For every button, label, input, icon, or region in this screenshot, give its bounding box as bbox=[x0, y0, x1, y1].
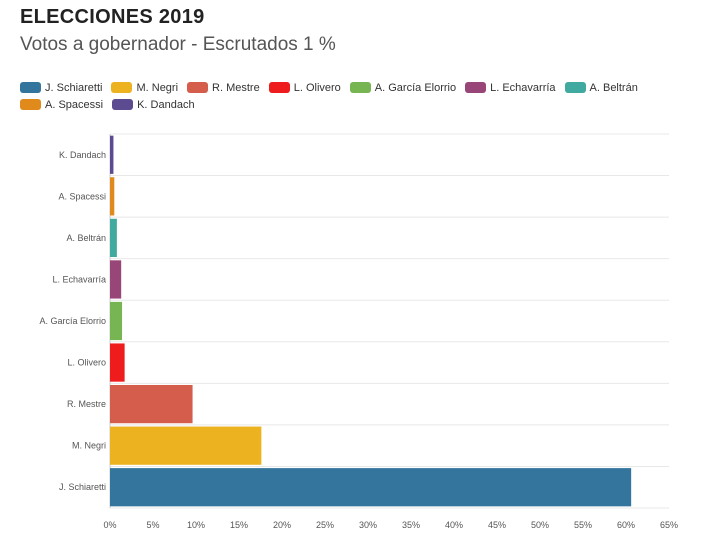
bars bbox=[110, 135, 632, 507]
legend-swatch bbox=[349, 82, 371, 93]
category-label-a-garcia-elorrio: A. García Elorrio bbox=[39, 316, 106, 326]
category-label-m-negri: M. Negri bbox=[72, 441, 106, 451]
x-tick-label: 25% bbox=[316, 520, 334, 530]
category-label-l-echavarria: L. Echavarría bbox=[52, 274, 106, 284]
x-tick-label: 35% bbox=[402, 520, 420, 530]
legend-swatch bbox=[187, 82, 209, 93]
legend-item-j-schiaretti: J. Schiaretti bbox=[20, 80, 102, 95]
x-tick-label: 15% bbox=[230, 520, 248, 530]
x-tick-label: 65% bbox=[660, 520, 678, 530]
bar-a-beltran bbox=[110, 218, 117, 258]
x-tick-label: 40% bbox=[445, 520, 463, 530]
legend-label: A. Beltrán bbox=[589, 81, 638, 94]
bar-l-echavarria bbox=[110, 260, 122, 299]
bar-l-olivero bbox=[110, 343, 125, 382]
legend-label: A. Spacessi bbox=[45, 98, 104, 111]
bar-m-negri bbox=[110, 426, 262, 465]
x-tick-label: 60% bbox=[617, 520, 635, 530]
legend-swatch bbox=[20, 99, 41, 110]
legend-swatch bbox=[564, 82, 586, 93]
x-axis-tick-labels: 0% 5% 10% 15% 20% 25% 30% 35% 40% 45% 50% 55% 60% 65% bbox=[103, 520, 678, 530]
category-label-a-spacessi: A. Spacessi bbox=[58, 191, 106, 201]
category-label-k-dandach: K. Dandach bbox=[59, 150, 106, 160]
legend: J. Schiaretti M. Negri R. Mestre L. Olivero… bbox=[20, 80, 660, 112]
legend-swatch bbox=[20, 82, 41, 93]
legend-label: R. Mestre bbox=[212, 81, 260, 94]
category-label-l-olivero: L. Olivero bbox=[67, 358, 106, 368]
x-tick-label: 10% bbox=[187, 520, 205, 530]
x-tick-label: 45% bbox=[488, 520, 506, 530]
legend-label: M. Negri bbox=[136, 81, 179, 94]
legend-item-r-mestre: R. Mestre bbox=[187, 80, 260, 95]
legend-swatch bbox=[112, 99, 134, 110]
legend-label: L. Olivero bbox=[293, 81, 341, 94]
legend-item-l-olivero: L. Olivero bbox=[268, 80, 341, 95]
bar-k-dandach bbox=[110, 135, 114, 174]
category-label-a-beltran: A. Beltrán bbox=[66, 233, 106, 243]
legend-item-a-beltran: A. Beltrán bbox=[564, 80, 638, 95]
chart-subtitle: Votos a gobernador - Escrutados 1 % bbox=[20, 34, 336, 55]
category-labels: J. Schiaretti M. Negri R. Mestre L. Olivero… bbox=[39, 150, 106, 492]
legend-item-k-dandach: K. Dandach bbox=[112, 97, 195, 112]
chart-title: ELECCIONES 2019 bbox=[20, 6, 205, 28]
x-tick-label: 0% bbox=[103, 520, 116, 530]
category-label-r-mestre: R. Mestre bbox=[67, 399, 106, 409]
legend-swatch bbox=[465, 82, 487, 93]
category-label-j-schiaretti: J. Schiaretti bbox=[59, 482, 106, 492]
legend-item-l-echavarria: L. Echavarría bbox=[465, 80, 556, 95]
legend-label: K. Dandach bbox=[137, 98, 195, 111]
bar-a-garcia-elorrio bbox=[110, 301, 123, 341]
x-tick-label: 50% bbox=[531, 520, 549, 530]
legend-swatch bbox=[111, 82, 133, 93]
x-tick-label: 30% bbox=[359, 520, 377, 530]
x-tick-label: 55% bbox=[574, 520, 592, 530]
legend-label: A. García Elorrio bbox=[374, 81, 457, 94]
legend-item-a-spacessi: A. Spacessi bbox=[20, 97, 103, 112]
legend-label: J. Schiaretti bbox=[45, 81, 103, 94]
x-tick-label: 20% bbox=[273, 520, 291, 530]
bar-a-spacessi bbox=[110, 177, 115, 216]
x-tick-label: 5% bbox=[146, 520, 159, 530]
legend-swatch bbox=[268, 82, 290, 93]
bar-j-schiaretti bbox=[110, 468, 632, 507]
bar-r-mestre bbox=[110, 384, 193, 424]
legend-item-m-negri: M. Negri bbox=[111, 80, 178, 95]
legend-item-a-garcia-elorrio: A. García Elorrio bbox=[349, 80, 457, 95]
legend-label: L. Echavarría bbox=[490, 81, 556, 94]
gridlines bbox=[109, 133, 669, 509]
